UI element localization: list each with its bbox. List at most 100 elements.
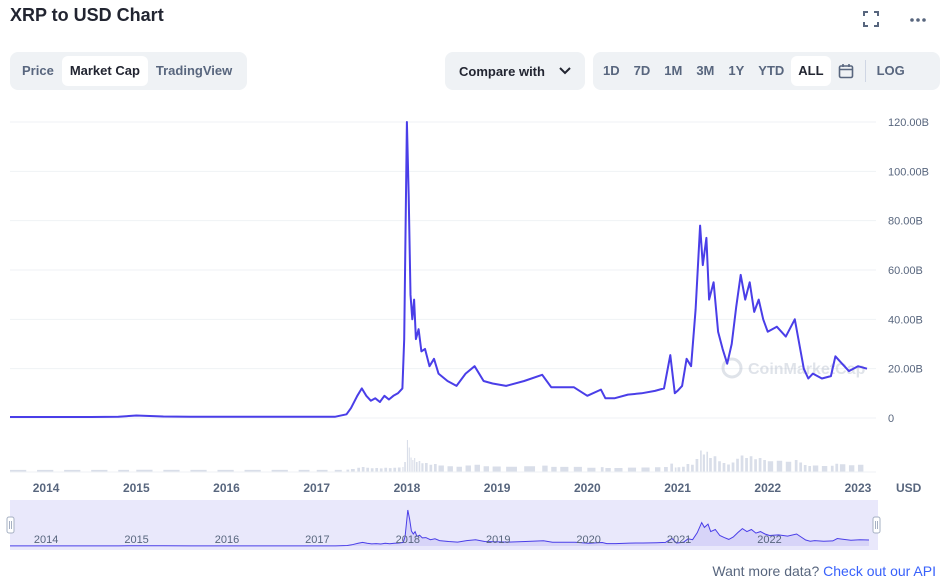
volume-bar	[433, 464, 437, 472]
volume-bar	[713, 456, 717, 472]
volume-bar	[740, 455, 744, 472]
volume-bar	[763, 460, 766, 472]
volume-bar	[64, 469, 81, 472]
navigator-x-tick-label: 2022	[757, 534, 781, 546]
volume-bar	[794, 460, 798, 472]
x-tick-label: 2017	[303, 481, 330, 495]
divider	[864, 60, 866, 82]
range-1y-button[interactable]: 1Y	[728, 63, 745, 78]
market-cap-series	[10, 121, 868, 418]
volume-bar	[727, 464, 730, 472]
volume-bar	[506, 466, 517, 472]
volume-bar	[749, 456, 753, 472]
volume-bar	[848, 465, 855, 472]
volume-bar	[691, 464, 694, 472]
volume-bar	[334, 469, 342, 472]
volume-bar	[346, 469, 350, 472]
expand-icon[interactable]	[860, 10, 882, 32]
view-tabs: Price Market Cap TradingView	[10, 52, 247, 90]
navigator-x-tick-label: 2020	[576, 534, 600, 546]
volume-bar	[587, 467, 596, 472]
navigator-left-handle[interactable]	[6, 516, 15, 534]
y-axis: 0 20.00B 40.00B 60.00B 80.00B 100.00B 120.00B	[888, 117, 929, 425]
volume-bar	[418, 461, 421, 472]
navigator-x-tick-label: 2019	[486, 534, 510, 546]
tab-price[interactable]: Price	[22, 63, 54, 78]
tab-tradingview[interactable]: TradingView	[155, 63, 233, 78]
chart-grid	[10, 121, 876, 419]
volume-bar	[388, 468, 392, 472]
navigator-x-tick-label: 2017	[305, 534, 329, 546]
navigator-right-handle[interactable]	[872, 516, 881, 534]
calendar-icon[interactable]	[831, 56, 861, 86]
volume-bar	[465, 465, 471, 472]
tab-market-cap[interactable]: Market Cap	[61, 56, 148, 86]
volume-bar	[118, 469, 130, 472]
volume-bar	[573, 466, 582, 472]
volume-bar	[641, 467, 650, 472]
volume-bar	[664, 467, 668, 472]
volume-bar	[406, 440, 408, 472]
log-scale-button[interactable]: LOG	[876, 63, 905, 78]
x-tick-label: 2018	[394, 481, 421, 495]
volume-bar	[803, 465, 807, 472]
volume-bar	[709, 458, 712, 472]
navigator-x-tick-label: 2014	[34, 534, 58, 546]
api-link[interactable]: Check out our API	[823, 563, 936, 579]
volume-bar	[456, 466, 462, 472]
volume-bar	[447, 466, 453, 472]
volume-bar	[754, 459, 757, 472]
volume-bar	[397, 467, 401, 472]
volume-bar	[605, 468, 611, 472]
more-icon[interactable]	[907, 10, 929, 32]
volume-bar	[830, 465, 834, 472]
volume-bar	[414, 458, 416, 472]
y-tick-label: 120.00B	[888, 117, 929, 129]
volume-bar	[551, 466, 557, 472]
range-7d-button[interactable]: 7D	[633, 63, 651, 78]
volume-bar	[412, 460, 414, 472]
navigator-series	[10, 509, 870, 547]
range-1d-button[interactable]: 1D	[603, 63, 620, 78]
range-all-button[interactable]: ALL	[791, 56, 831, 86]
volume-bar	[722, 463, 726, 472]
range-ytd-button[interactable]: YTD	[758, 63, 785, 78]
volume-bar	[812, 465, 819, 472]
y-tick-label: 40.00B	[888, 314, 923, 326]
api-promo: Want more data? Check out our API	[712, 563, 936, 579]
volume-bar	[758, 458, 762, 472]
volume-bar	[839, 464, 846, 472]
range-1m-button[interactable]: 1M	[664, 63, 683, 78]
volume-bar	[731, 462, 735, 472]
navigator-x-tick-label: 2018	[396, 534, 420, 546]
volume-bar	[474, 464, 480, 472]
volume-bar	[361, 467, 365, 472]
volume-bar	[190, 469, 207, 472]
x-tick-label: 2016	[213, 481, 240, 495]
chart-navigator[interactable]: 2014 2015 2016 2017 2018 2019 2020 2021 2022	[0, 500, 942, 552]
volume-bar	[244, 469, 261, 472]
volume-bar	[745, 458, 748, 472]
volume-bar	[316, 469, 328, 472]
coinmarketcap-watermark: CoinMarketCap	[721, 357, 866, 379]
range-3m-button[interactable]: 3M	[696, 63, 715, 78]
volume-bar	[718, 461, 721, 472]
x-tick-label: 2015	[123, 481, 150, 495]
market-cap-line	[10, 121, 868, 418]
time-range-selector: 1D 7D 1M 3M 1Y YTD ALL LOG	[593, 52, 940, 90]
volume-bar	[560, 466, 569, 472]
volume-bar	[600, 467, 604, 472]
watermark-text: CoinMarketCap	[748, 361, 866, 378]
navigator-line	[10, 509, 870, 547]
y-tick-label: 80.00B	[888, 216, 923, 228]
volume-bar	[706, 451, 709, 472]
volume-bar	[271, 469, 288, 472]
market-cap-chart[interactable]: CoinMarketCap 0 20.00B 40.00B 60.00B 80.00B 1…	[0, 100, 942, 500]
x-axis: 2014 2015 2016 2017 2018 2019 2020 2021 2022 2023	[33, 481, 872, 495]
volume-bar	[821, 466, 828, 472]
volume-bar	[421, 463, 424, 472]
navigator-x-axis: 2014 2015 2016 2017 2018 2019 2020 2021 2022	[34, 534, 782, 546]
compare-dropdown[interactable]: Compare with	[445, 52, 585, 90]
volume-bar	[627, 467, 637, 472]
volume-bar	[799, 462, 803, 472]
